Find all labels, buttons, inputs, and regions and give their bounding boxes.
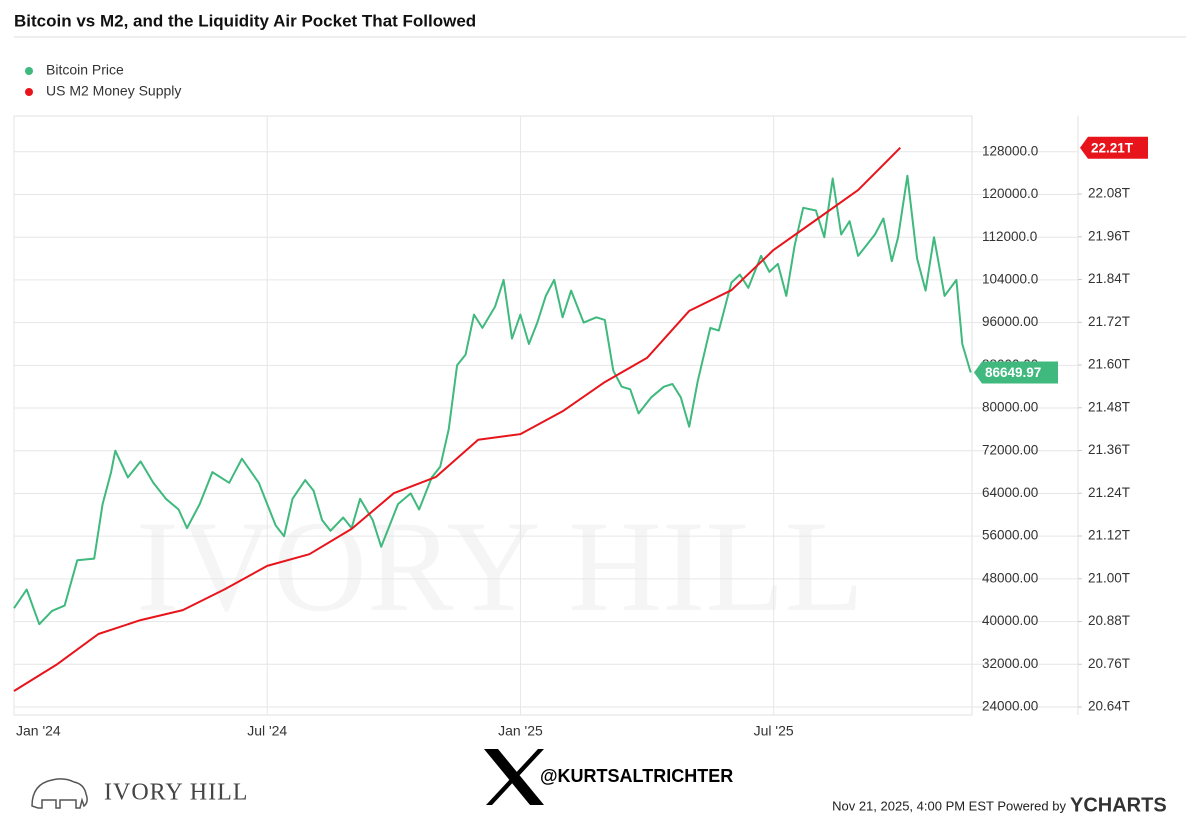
y-tick-label: 64000.00 xyxy=(982,485,1038,500)
y-tick-label: 24000.00 xyxy=(982,699,1038,714)
y-tick-label: 48000.00 xyxy=(982,570,1038,585)
chart-title: Bitcoin vs M2, and the Liquidity Air Poc… xyxy=(14,11,476,30)
y2-tick-label: 21.72T xyxy=(1088,314,1130,329)
y2-tick-label: 21.36T xyxy=(1088,442,1130,457)
y2-tick-label: 21.24T xyxy=(1088,485,1130,500)
y-tick-label: 104000.0 xyxy=(982,271,1038,286)
y2-tick-label: 21.96T xyxy=(1088,228,1130,243)
end-label: 22.21T xyxy=(1091,140,1134,155)
y2-tick-label: 21.12T xyxy=(1088,528,1130,543)
legend-swatch xyxy=(25,88,33,96)
y-tick-label: 96000.00 xyxy=(982,314,1038,329)
brand-logo: IVORY HILL xyxy=(31,778,248,809)
y2-tick-label: 20.64T xyxy=(1088,699,1130,714)
y-tick-label: 120000.0 xyxy=(982,186,1038,201)
brand-name: IVORY HILL xyxy=(104,780,248,806)
y2-tick-label: 21.60T xyxy=(1088,357,1130,372)
x-tick-label: Jul '25 xyxy=(754,723,794,739)
series-line xyxy=(13,174,972,626)
legend-label: Bitcoin Price xyxy=(46,62,124,78)
provider: YCHARTS xyxy=(1070,794,1167,816)
legend-swatch xyxy=(25,67,33,75)
y2-tick-label: 20.76T xyxy=(1088,656,1130,671)
y2-tick-label: 20.88T xyxy=(1088,613,1130,628)
end-label-bg xyxy=(974,361,1058,384)
y-tick-label: 80000.00 xyxy=(982,400,1038,415)
y2-tick-label: 21.00T xyxy=(1088,570,1130,585)
y-tick-label: 40000.00 xyxy=(982,613,1038,628)
y-tick-label: 56000.00 xyxy=(982,528,1038,543)
series-line xyxy=(13,146,902,692)
handle: @KURTSALTRICHTER xyxy=(540,766,733,786)
y-tick-label: 128000.0 xyxy=(982,143,1038,158)
legend-label: US M2 Money Supply xyxy=(46,83,181,99)
x-tick-label: Jan '24 xyxy=(16,723,61,739)
x-tick-label: Jan '25 xyxy=(498,723,543,739)
y2-tick-label: 21.48T xyxy=(1088,399,1130,414)
y2-tick-label: 21.84T xyxy=(1088,271,1130,286)
y2-tick-label: 22.08T xyxy=(1088,186,1130,201)
y-tick-label: 72000.00 xyxy=(982,442,1038,457)
end-label-bg xyxy=(1080,136,1148,159)
x-logo: @KURTSALTRICHTER xyxy=(484,749,733,805)
y-tick-label: 112000.0 xyxy=(982,229,1037,244)
watermark: IVORY HILL xyxy=(136,495,864,639)
y-tick-label: 32000.00 xyxy=(982,656,1038,671)
x-tick-label: Jul '24 xyxy=(247,723,287,739)
footer: Nov 21, 2025, 4:00 PM EST Powered by xyxy=(832,798,1066,813)
end-label: 86649.97 xyxy=(985,365,1041,380)
